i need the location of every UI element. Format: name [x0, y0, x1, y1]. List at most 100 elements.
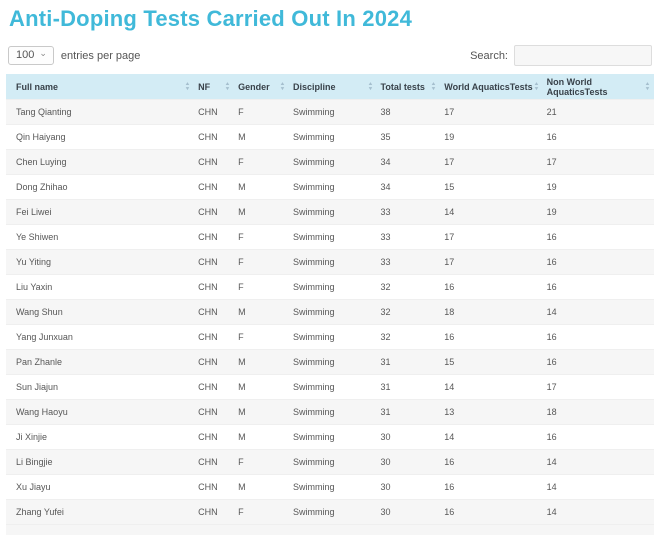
cell-discipline: Swimming: [288, 299, 377, 325]
cell-total-tests: 31: [376, 349, 441, 375]
cell-discipline: Swimming: [288, 499, 377, 524]
table-row: Tang Qianting CHN F Swimming 38 17 21: [6, 99, 654, 125]
column-label: Discipline: [292, 81, 336, 92]
cell-nf: CHN: [194, 474, 235, 500]
entries-per-page-value: 100: [16, 49, 35, 61]
table-row: Li Bingjie CHN F Swimming 30 16 14: [6, 449, 654, 475]
cell-non-world-aquatics-tests: 16: [542, 274, 654, 300]
cell-discipline: Swimming: [288, 449, 377, 475]
cell-gender: M: [234, 374, 289, 400]
cell-non-world-aquatics-tests: 16: [542, 324, 654, 350]
cell-discipline: Swimming: [288, 224, 377, 250]
cell-non-world-aquatics-tests: 16: [542, 349, 654, 375]
chevron-down-icon: ⌄: [39, 48, 47, 58]
cell-gender: M: [234, 174, 289, 200]
cell-nf: CHN: [194, 124, 235, 150]
cell-gender: F: [234, 499, 289, 524]
cell-world-aquatics-tests: 17: [440, 99, 543, 125]
cell-gender: F: [234, 149, 289, 175]
cell-full-name: Li Bingjie: [6, 449, 195, 475]
cell-nf: CHN: [194, 274, 235, 300]
cell-discipline: Swimming: [288, 349, 377, 375]
cell-total-tests: 34: [376, 174, 441, 200]
cell-world-aquatics-tests: 13: [440, 399, 543, 425]
table-body: Tang Qianting CHN F Swimming 38 17 21 Qi…: [6, 99, 654, 524]
table-controls: 100 ⌄ entries per page Search:: [8, 45, 652, 66]
column-header-world-aquatics-tests[interactable]: World AquaticsTests ▲ ▼: [440, 74, 543, 100]
table-row: Zhang Yufei CHN F Swimming 30 16 14: [6, 499, 654, 524]
sort-icon: ▲ ▼: [184, 81, 191, 92]
cell-world-aquatics-tests: 17: [440, 249, 543, 275]
search-input[interactable]: [514, 45, 652, 66]
table-row: Liu Yaxin CHN F Swimming 32 16 16: [6, 274, 654, 300]
cell-full-name: Chen Luying: [6, 149, 195, 175]
cell-non-world-aquatics-tests: 14: [542, 474, 654, 500]
cell-full-name: Sun Jiajun: [6, 374, 195, 400]
cell-full-name: Wang Shun: [6, 299, 195, 325]
table-row: Sun Jiajun CHN M Swimming 31 14 17: [6, 374, 654, 400]
sort-icon: ▲ ▼: [279, 81, 286, 92]
cell-total-tests: 31: [376, 399, 441, 425]
cell-gender: M: [234, 124, 289, 150]
cell-world-aquatics-tests: 14: [440, 374, 543, 400]
cell-full-name: Yang Junxuan: [6, 324, 195, 350]
sort-icon: ▲ ▼: [224, 81, 231, 92]
cell-total-tests: 38: [376, 99, 441, 125]
cell-world-aquatics-tests: 16: [440, 324, 543, 350]
cell-total-tests: 30: [376, 499, 441, 524]
cell-non-world-aquatics-tests: 16: [542, 424, 654, 450]
cell-full-name: Wang Haoyu: [6, 399, 195, 425]
cell-non-world-aquatics-tests: 18: [542, 399, 654, 425]
column-header-discipline[interactable]: Discipline ▲ ▼: [288, 74, 377, 100]
cell-world-aquatics-tests: 17: [440, 224, 543, 250]
column-header-nf[interactable]: NF ▲ ▼: [194, 74, 235, 100]
cell-nf: CHN: [194, 99, 235, 125]
cell-discipline: Swimming: [288, 424, 377, 450]
column-header-total-tests[interactable]: Total tests ▲ ▼: [376, 74, 441, 100]
cell-discipline: Swimming: [288, 174, 377, 200]
cell-world-aquatics-tests: 16: [440, 499, 543, 524]
cell-gender: M: [234, 399, 289, 425]
cell-nf: CHN: [194, 324, 235, 350]
cell-total-tests: 32: [376, 274, 441, 300]
entries-per-page-select[interactable]: 100 ⌄: [8, 46, 54, 65]
cell-nf: CHN: [194, 299, 235, 325]
cell-total-tests: 32: [376, 324, 441, 350]
table-row: Pan Zhanle CHN M Swimming 31 15 16: [6, 349, 654, 375]
cell-gender: M: [234, 349, 289, 375]
column-header-full-name[interactable]: Full name ▲ ▼: [6, 74, 195, 100]
anti-doping-table: Full name ▲ ▼ NF ▲ ▼ Gender ▲ ▼: [6, 74, 654, 524]
cell-total-tests: 30: [376, 474, 441, 500]
cell-full-name: Yu Yiting: [6, 249, 195, 275]
cell-discipline: Swimming: [288, 199, 377, 225]
cell-gender: M: [234, 424, 289, 450]
cell-full-name: Tang Qianting: [6, 99, 195, 125]
cell-total-tests: 32: [376, 299, 441, 325]
cell-nf: CHN: [194, 149, 235, 175]
cell-non-world-aquatics-tests: 16: [542, 124, 654, 150]
cell-nf: CHN: [194, 374, 235, 400]
cell-non-world-aquatics-tests: 16: [542, 224, 654, 250]
column-header-non-world-aquatics-tests[interactable]: Non World AquaticsTests ▲ ▼: [542, 74, 654, 100]
cell-non-world-aquatics-tests: 14: [542, 499, 654, 524]
cell-discipline: Swimming: [288, 399, 377, 425]
cell-gender: F: [234, 449, 289, 475]
cell-full-name: Pan Zhanle: [6, 349, 195, 375]
cell-total-tests: 33: [376, 199, 441, 225]
cell-discipline: Swimming: [288, 249, 377, 275]
cell-nf: CHN: [194, 349, 235, 375]
cell-world-aquatics-tests: 16: [440, 449, 543, 475]
cell-nf: CHN: [194, 499, 235, 524]
cell-world-aquatics-tests: 15: [440, 349, 543, 375]
cell-full-name: Dong Zhihao: [6, 174, 195, 200]
table-row: Chen Luying CHN F Swimming 34 17 17: [6, 149, 654, 175]
cell-nf: CHN: [194, 249, 235, 275]
cell-full-name: Fei Liwei: [6, 199, 195, 225]
cell-full-name: Xu Jiayu: [6, 474, 195, 500]
cell-total-tests: 30: [376, 424, 441, 450]
column-header-gender[interactable]: Gender ▲ ▼: [234, 74, 289, 100]
column-label: World AquaticsTests: [444, 81, 533, 92]
cell-world-aquatics-tests: 14: [440, 199, 543, 225]
cell-non-world-aquatics-tests: 21: [542, 99, 654, 125]
table-row: Ye Shiwen CHN F Swimming 33 17 16: [6, 224, 654, 250]
